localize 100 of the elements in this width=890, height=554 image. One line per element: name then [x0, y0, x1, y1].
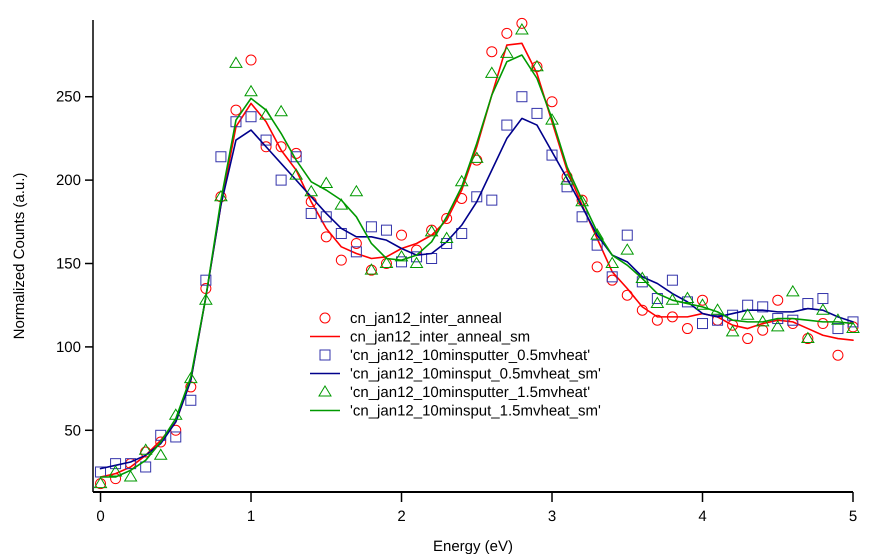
point [274, 105, 288, 116]
point [185, 381, 196, 392]
point [441, 212, 452, 224]
point [470, 152, 484, 163]
point [666, 294, 679, 305]
point [170, 424, 182, 436]
point [562, 171, 573, 182]
point [742, 333, 754, 344]
point [109, 465, 122, 476]
point [426, 253, 438, 264]
point [680, 292, 694, 304]
point [290, 168, 303, 180]
point [816, 304, 830, 315]
x-axis-title: Energy (eV) [432, 538, 514, 554]
legend-label: cn_jan12_inter_anneal_sm [350, 328, 530, 346]
point [124, 470, 138, 482]
point [636, 276, 648, 288]
point [215, 151, 226, 162]
y-tick-label: 150 [56, 256, 81, 273]
point [727, 320, 738, 331]
point [246, 54, 257, 66]
point [697, 294, 708, 306]
point [772, 294, 784, 306]
point [817, 293, 828, 304]
point [501, 120, 512, 131]
point [276, 141, 287, 152]
point [441, 238, 452, 249]
point [169, 408, 182, 420]
point [590, 228, 604, 240]
point [200, 283, 212, 294]
point [320, 231, 332, 242]
point [139, 444, 152, 455]
point [200, 274, 212, 286]
point [230, 116, 242, 128]
point [727, 310, 738, 321]
point [650, 297, 664, 308]
point [832, 323, 844, 334]
point [155, 430, 166, 441]
point [396, 256, 408, 268]
point [592, 240, 603, 251]
point [110, 473, 122, 484]
x-tick-label: 1 [246, 508, 256, 525]
point [697, 318, 708, 330]
point [320, 211, 332, 222]
point [155, 436, 166, 448]
point [336, 228, 347, 239]
point [500, 46, 514, 58]
point [666, 274, 678, 286]
x-tick-label: 3 [548, 508, 556, 525]
point [486, 194, 498, 206]
y-tick-label: 50 [64, 422, 81, 440]
point [832, 350, 844, 361]
point [410, 257, 424, 268]
point [622, 230, 633, 241]
point [848, 316, 858, 328]
x-tick-label: 4 [698, 508, 707, 525]
point [622, 290, 633, 301]
point [817, 318, 828, 330]
point [230, 104, 242, 116]
point [246, 111, 257, 122]
point [170, 431, 182, 442]
point [110, 458, 122, 470]
y-tick-label: 100 [56, 338, 81, 356]
point [756, 315, 770, 326]
point [440, 232, 454, 243]
point [486, 46, 498, 58]
x-tick-label: 2 [397, 508, 406, 525]
point [606, 271, 618, 282]
point [592, 261, 603, 272]
point [334, 198, 348, 210]
point [787, 314, 798, 326]
point [711, 304, 724, 315]
point [726, 325, 740, 336]
point [576, 211, 588, 222]
point [531, 108, 542, 119]
point [350, 246, 362, 258]
point [620, 244, 634, 255]
y-tick-label: 200 [56, 172, 81, 190]
point [395, 250, 408, 262]
point [185, 394, 196, 406]
point [757, 324, 768, 336]
point [140, 446, 152, 458]
point [140, 461, 152, 472]
point [154, 448, 168, 460]
point [350, 185, 363, 196]
point [95, 466, 106, 478]
point [456, 228, 468, 239]
point [757, 301, 768, 312]
point [366, 221, 377, 232]
point [411, 251, 422, 262]
point [771, 320, 784, 332]
point [606, 274, 618, 286]
point [229, 56, 242, 68]
point [455, 175, 468, 186]
y-axis-title: Normalized Counts (a.u.) [11, 172, 28, 340]
point [742, 300, 754, 311]
point [636, 304, 648, 316]
point [336, 254, 347, 266]
point [290, 151, 302, 162]
point [682, 296, 693, 308]
